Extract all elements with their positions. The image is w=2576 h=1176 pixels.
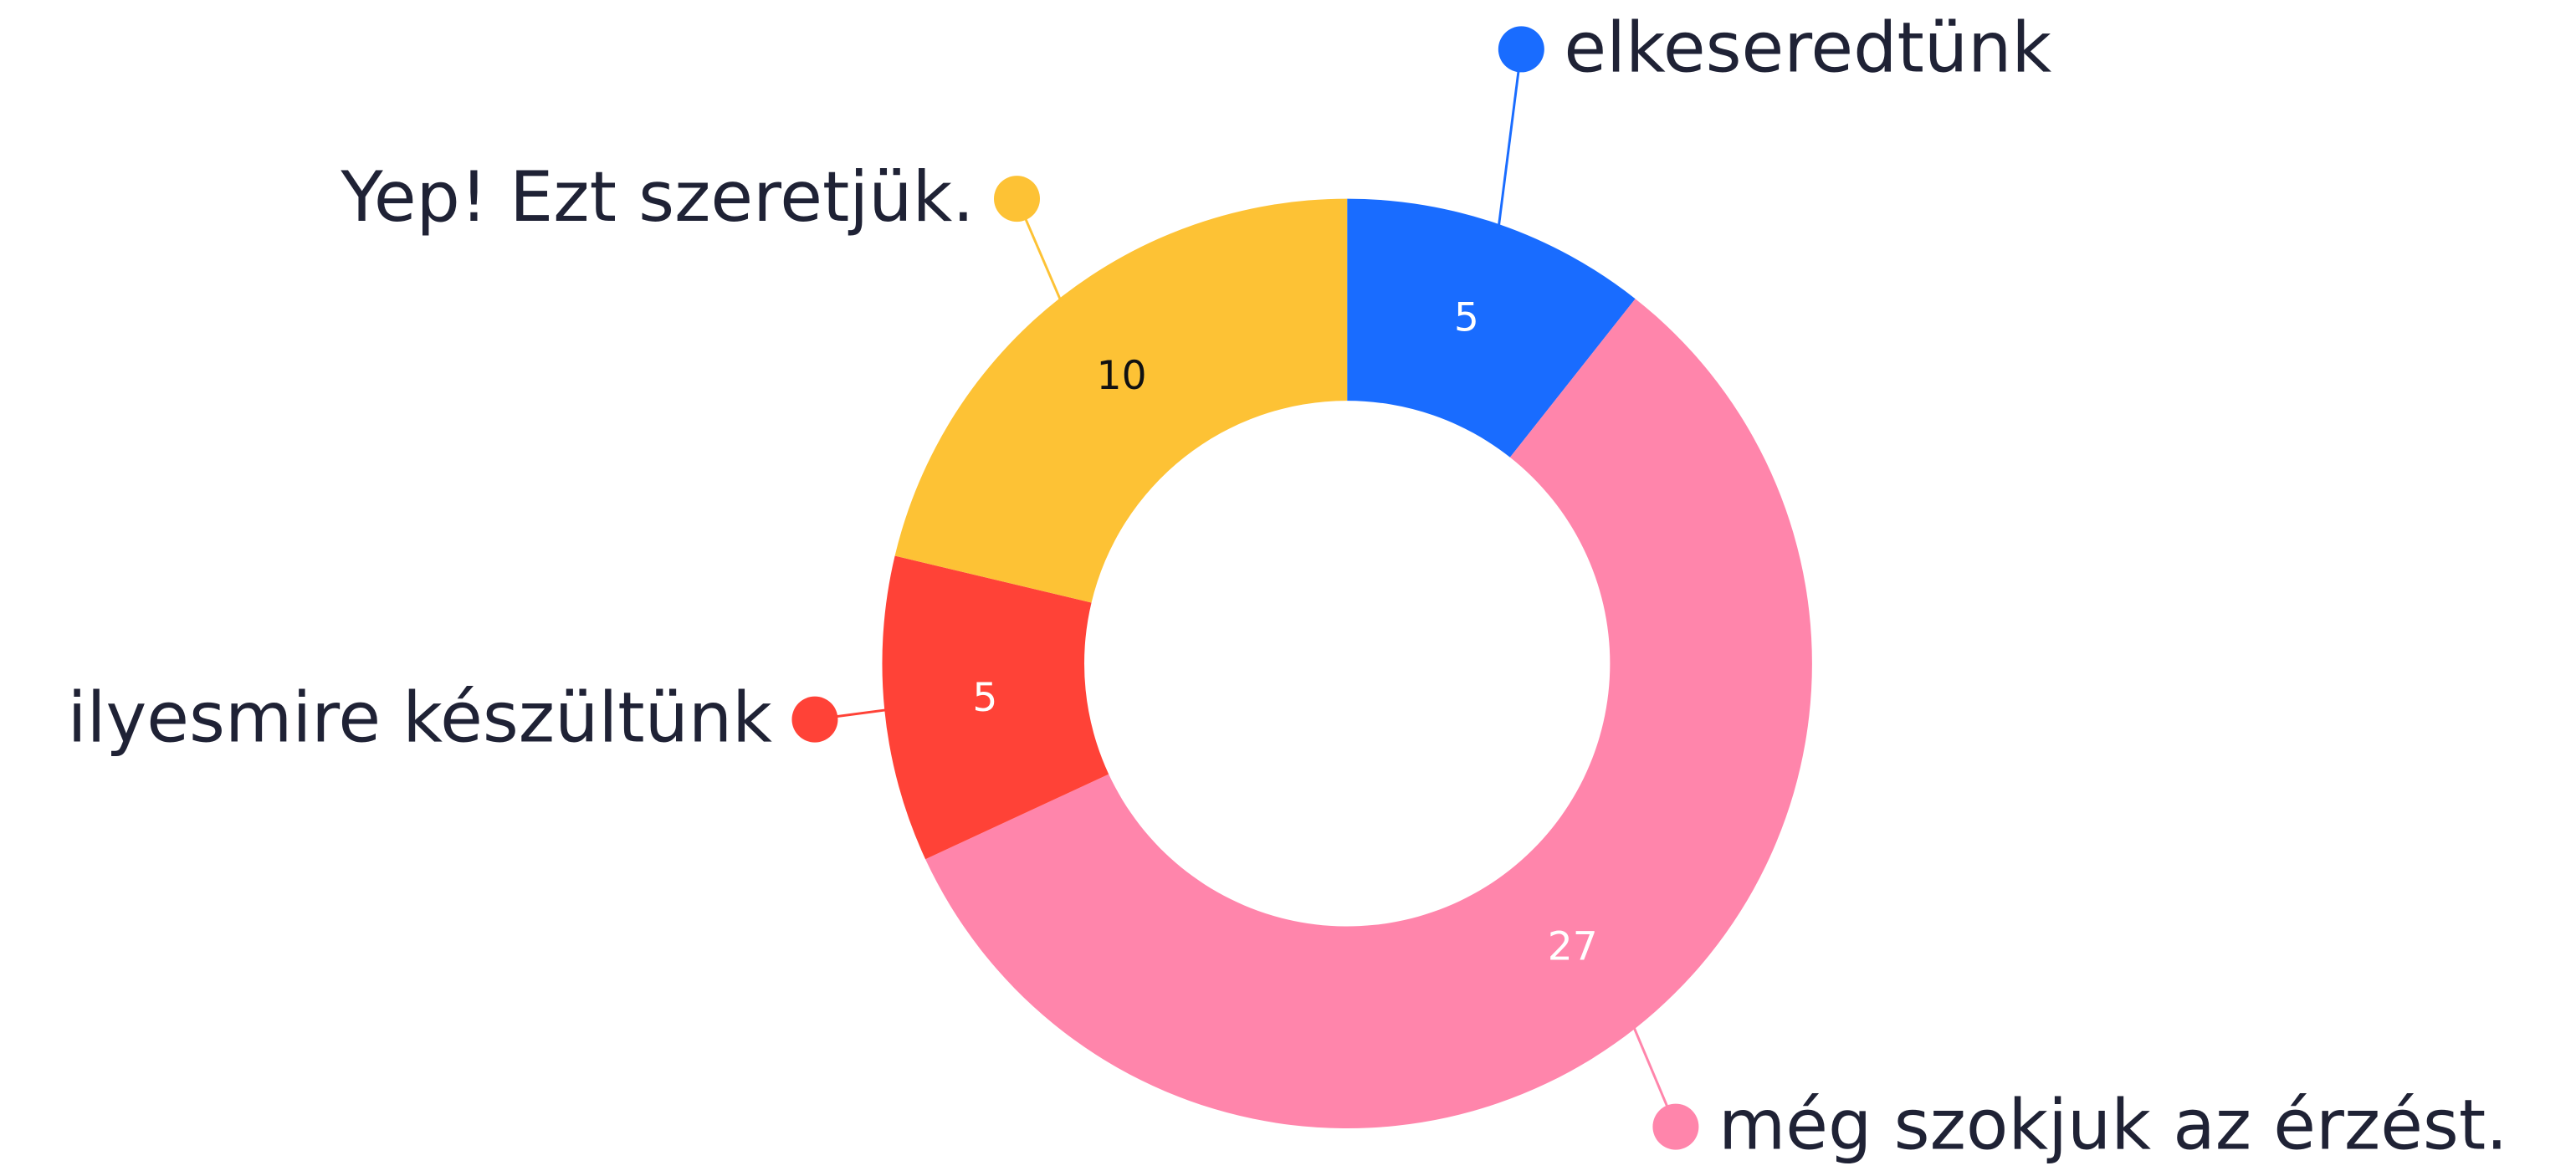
category-label: elkeseredtünk bbox=[1564, 8, 2051, 88]
value-label: 10 bbox=[1097, 353, 1147, 399]
donut-slice bbox=[925, 299, 1812, 1129]
leader-line bbox=[1497, 49, 1523, 228]
donut-slice bbox=[894, 198, 1348, 603]
donut-slice bbox=[1347, 198, 1636, 458]
legend-dot bbox=[791, 696, 838, 743]
category-label: ilyesmire készültünk bbox=[68, 677, 772, 758]
category-label: Yep! Ezt szeretjük. bbox=[340, 157, 974, 238]
legend-dot bbox=[994, 176, 1040, 222]
category-label: még szokjuk az érzést. bbox=[1718, 1085, 2507, 1165]
value-label: 5 bbox=[1454, 294, 1479, 340]
donut-slice bbox=[882, 555, 1109, 860]
value-label: 5 bbox=[972, 675, 997, 721]
value-label: 27 bbox=[1548, 924, 1598, 970]
legend-dot bbox=[1498, 26, 1544, 73]
legend-dot bbox=[1652, 1103, 1699, 1150]
